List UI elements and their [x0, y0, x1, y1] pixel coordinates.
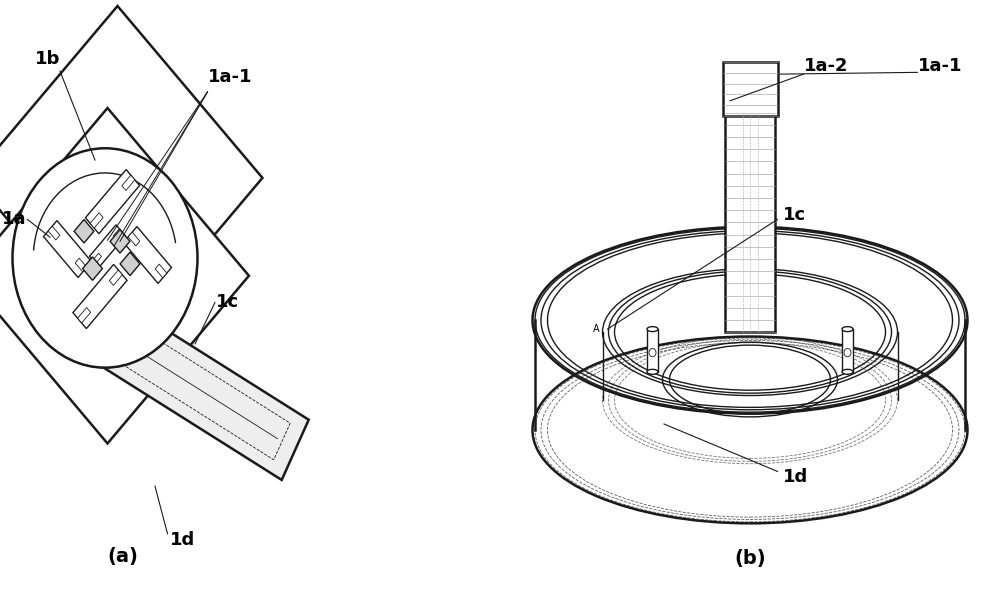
Ellipse shape — [647, 327, 658, 331]
Polygon shape — [120, 252, 140, 276]
Text: 1c: 1c — [782, 206, 806, 224]
Text: (b): (b) — [734, 549, 766, 568]
Circle shape — [844, 349, 851, 357]
Polygon shape — [113, 229, 122, 239]
Polygon shape — [74, 219, 94, 243]
Text: 1a-1: 1a-1 — [208, 68, 252, 86]
Polygon shape — [44, 221, 91, 278]
Ellipse shape — [647, 369, 658, 374]
Bar — [722, 62, 778, 116]
Bar — [842, 329, 853, 372]
Polygon shape — [96, 303, 309, 480]
Circle shape — [649, 349, 656, 357]
Text: 1c: 1c — [216, 294, 239, 311]
Polygon shape — [75, 258, 87, 272]
Text: 1d: 1d — [782, 468, 808, 486]
Polygon shape — [93, 253, 102, 263]
Text: A: A — [593, 324, 600, 334]
Polygon shape — [48, 226, 60, 240]
Polygon shape — [110, 229, 130, 253]
Polygon shape — [0, 108, 249, 444]
Polygon shape — [0, 6, 262, 350]
Polygon shape — [124, 227, 171, 283]
Polygon shape — [83, 257, 102, 280]
Polygon shape — [155, 264, 167, 278]
Polygon shape — [85, 170, 140, 234]
Text: 1b: 1b — [35, 50, 60, 68]
Text: (a): (a) — [107, 547, 138, 566]
Circle shape — [12, 148, 198, 368]
Ellipse shape — [842, 327, 853, 331]
Bar — [647, 329, 658, 372]
Bar — [725, 113, 775, 332]
Text: 1a-1: 1a-1 — [918, 58, 962, 75]
Text: 1a-2: 1a-2 — [804, 58, 848, 75]
Polygon shape — [78, 308, 91, 323]
Text: 1d: 1d — [170, 531, 195, 549]
Ellipse shape — [842, 369, 853, 374]
Polygon shape — [73, 264, 127, 329]
Polygon shape — [90, 225, 125, 267]
Polygon shape — [109, 270, 122, 285]
Text: 1a: 1a — [2, 211, 26, 228]
Polygon shape — [128, 232, 140, 246]
Polygon shape — [122, 175, 135, 190]
Polygon shape — [90, 213, 103, 228]
